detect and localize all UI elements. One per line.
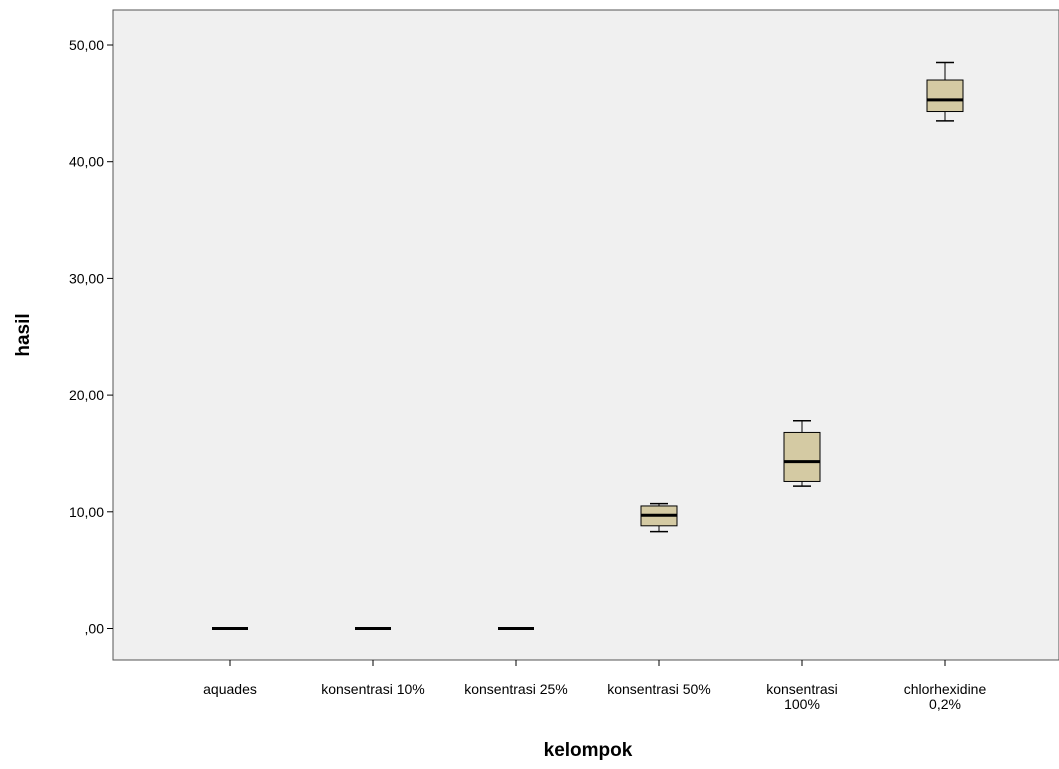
y-tick-label: ,00 <box>85 620 105 636</box>
x-tick-label-line: konsentrasi 50% <box>607 681 711 697</box>
x-tick-label-line: 100% <box>784 696 820 712</box>
x-axis: aquades konsentrasi 10% konsentrasi 25% kon… <box>203 660 986 712</box>
y-tick-label: 30,00 <box>69 270 104 286</box>
x-tick-label: konsentrasi 50% <box>607 681 711 697</box>
box-body <box>783 431 821 482</box>
box-5 <box>926 61 964 122</box>
x-tick-label: chlorhexidine 0,2% <box>904 681 987 712</box>
y-tick-label: 10,00 <box>69 504 104 520</box>
plot-area <box>112 9 1059 661</box>
x-tick-label-line: konsentrasi 10% <box>321 681 425 697</box>
x-tick-label: konsentrasi 25% <box>464 681 568 697</box>
box-body <box>926 79 964 113</box>
y-axis: ,00 10,00 20,00 30,00 40,00 50,00 <box>69 37 113 636</box>
y-tick-label: 40,00 <box>69 154 104 170</box>
x-tick-label-line: konsentrasi 25% <box>464 681 568 697</box>
x-axis-title: kelompok <box>544 740 633 761</box>
y-tick-label: 20,00 <box>69 387 104 403</box>
x-tick-label: aquades <box>203 681 257 697</box>
y-axis-title: hasil <box>13 313 34 356</box>
x-tick-label: konsentrasi 100% <box>766 681 838 712</box>
x-tick-label-line: konsentrasi <box>766 681 838 697</box>
y-tick-label: 50,00 <box>69 37 104 53</box>
box-4 <box>783 420 821 487</box>
box-series <box>212 61 964 630</box>
x-tick-label-line: 0,2% <box>929 696 961 712</box>
x-tick-label: konsentrasi 10% <box>321 681 425 697</box>
x-tick-label-line: aquades <box>203 681 257 697</box>
x-tick-label-line: chlorhexidine <box>904 681 987 697</box>
box-3 <box>640 502 678 533</box>
